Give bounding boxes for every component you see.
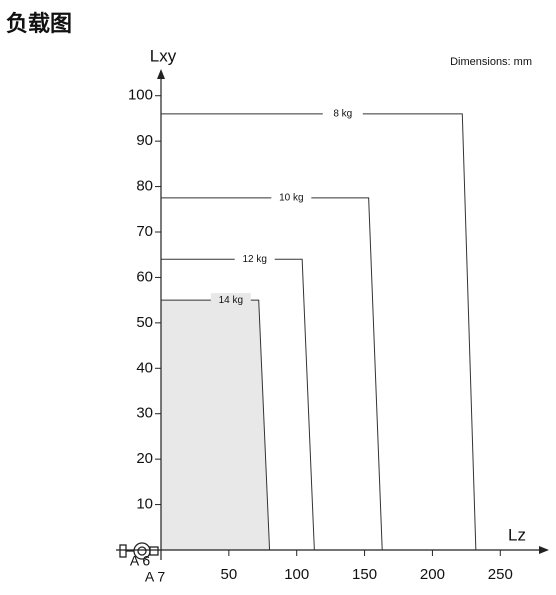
y-axis-label: Lxy <box>150 46 177 65</box>
note: Dimensions: mm <box>450 56 532 68</box>
x-tick-label: 200 <box>420 566 445 583</box>
y-tick-label: 10 <box>136 496 153 513</box>
y-axis-arrow <box>157 69 165 79</box>
series-label: 12 kg <box>242 254 266 265</box>
area <box>161 300 270 550</box>
y-tick-label: 80 <box>136 178 153 195</box>
label-bg <box>322 106 363 121</box>
x-tick-label: 100 <box>284 566 309 583</box>
x-axis-label: Lz <box>508 525 526 544</box>
y-tick-label: 20 <box>136 450 153 467</box>
y-tick-label: 40 <box>136 359 153 376</box>
y-tick-label: 100 <box>128 87 153 104</box>
x-tick-label: 150 <box>352 566 377 583</box>
series-label: 14 kg <box>219 295 243 306</box>
chart-title: 负载图 <box>6 11 72 36</box>
load-curve <box>161 113 477 551</box>
gripper-icon <box>119 542 159 560</box>
x-tick-label: 50 <box>221 566 238 583</box>
load-curve <box>161 258 315 551</box>
label-bg <box>210 293 251 308</box>
x-tick-label: 250 <box>488 566 513 583</box>
annotation: A 7 <box>145 569 165 585</box>
label-bg <box>234 252 275 267</box>
annotation: A 6 <box>130 553 150 569</box>
load-curve <box>161 299 271 551</box>
y-tick-label: 30 <box>136 405 153 422</box>
x-axis-arrow <box>539 546 549 554</box>
series-label: 8 kg <box>333 109 352 120</box>
series-label: 10 kg <box>279 193 303 204</box>
label-bg <box>271 190 312 205</box>
y-tick-label: 60 <box>136 268 153 285</box>
y-tick-label: 50 <box>136 314 153 331</box>
load-curve <box>161 197 383 551</box>
y-tick-label: 70 <box>136 223 153 240</box>
y-tick-label: 90 <box>136 132 153 149</box>
